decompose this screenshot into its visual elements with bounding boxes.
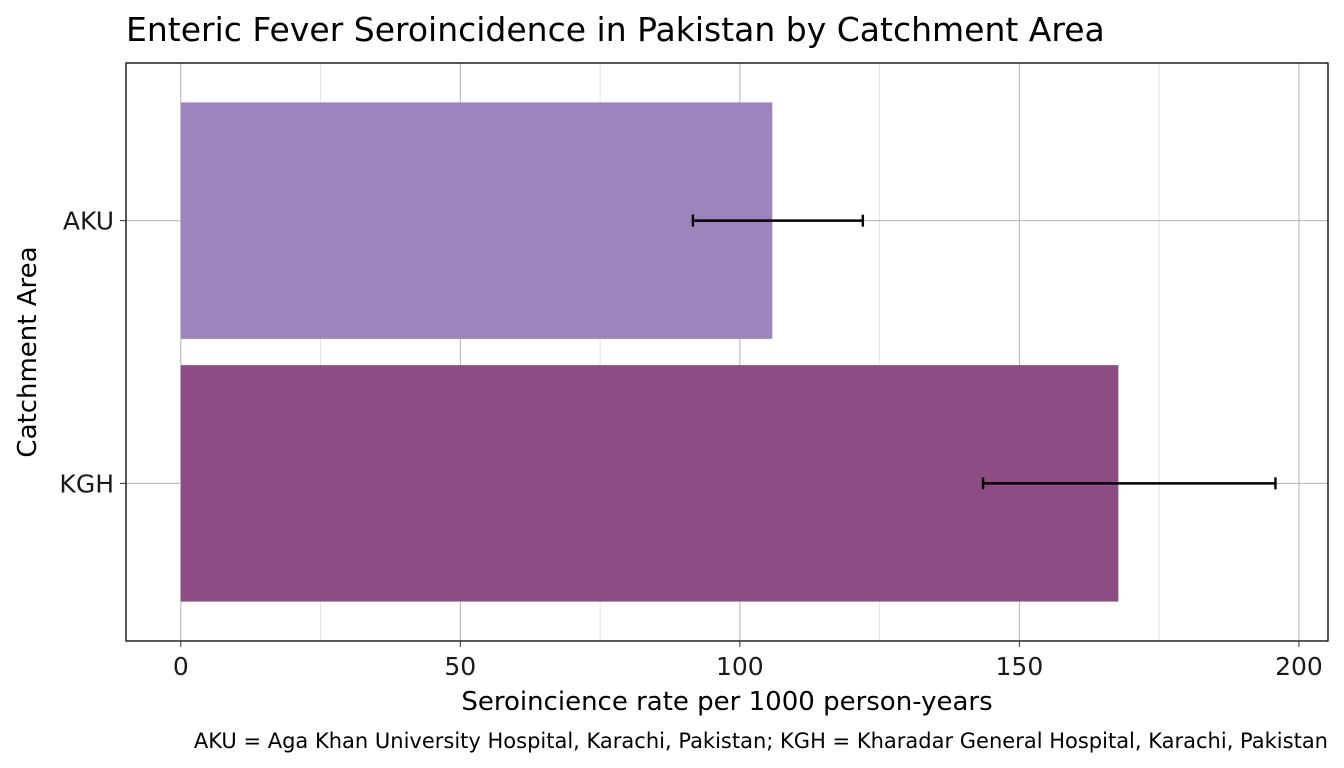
chart-title: Enteric Fever Seroincidence in Pakistan … [126,10,1105,49]
error-bars [691,214,1277,490]
x-axis: 0 50 100 150 200 [173,641,1323,681]
bars [180,102,1119,602]
chart-caption: AKU = Aga Khan University Hospital, Kara… [194,729,1328,753]
y-tick-label: AKU [63,207,114,236]
x-tick-label: 0 [173,652,189,681]
x-tick-label: 150 [996,652,1044,681]
errorbar-kgh [981,477,1277,490]
x-tick-label: 50 [444,652,476,681]
y-tick-label: KGH [59,469,114,498]
y-axis-title: Catchment Area [13,246,43,457]
x-tick-label: 200 [1275,652,1323,681]
x-tick-label: 100 [716,652,764,681]
bar-kgh [180,365,1119,602]
x-axis-title: Seroincience rate per 1000 person-years [461,687,992,717]
y-axis: AKU KGH [59,207,126,498]
bar-aku [180,102,773,339]
errorbar-aku [691,214,865,227]
plot-panel-border [125,62,1329,642]
